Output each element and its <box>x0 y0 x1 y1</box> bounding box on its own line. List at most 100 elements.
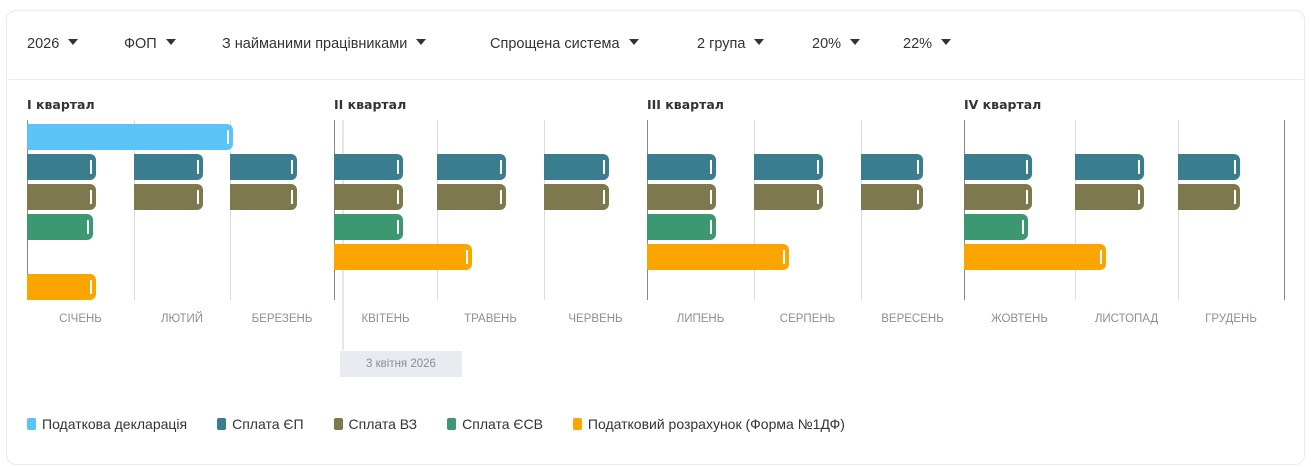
bar-end-marker <box>710 190 713 204</box>
bar-form-1df[interactable] <box>27 274 97 300</box>
month-label: ЛИСТОПАД <box>1094 313 1159 325</box>
quarter-gridline <box>334 120 335 300</box>
bar-end-marker <box>1026 160 1029 174</box>
month-label: СІЧЕНЬ <box>59 313 102 325</box>
bar-ep-payment[interactable] <box>1075 154 1144 180</box>
caret-down-icon <box>941 39 952 46</box>
bar-esv-payment[interactable] <box>334 214 403 240</box>
bar-vz-payment[interactable] <box>230 184 298 210</box>
bar-vz-payment[interactable] <box>544 184 610 210</box>
bar-declaration[interactable] <box>27 124 234 150</box>
month-gridline <box>437 120 438 300</box>
bar-ep-payment[interactable] <box>134 154 203 180</box>
legend-item[interactable]: Сплата ЄСВ <box>447 416 543 432</box>
bar-ep-payment[interactable] <box>334 154 403 180</box>
bar-end-marker <box>196 190 199 204</box>
bar-ep-payment[interactable] <box>647 154 717 180</box>
legend-item[interactable]: Сплата ЄП <box>217 416 304 432</box>
bar-ep-payment[interactable] <box>27 154 97 180</box>
bar-vz-payment[interactable] <box>1075 184 1144 210</box>
bar-ep-payment[interactable] <box>1178 154 1240 180</box>
employees-dropdown[interactable]: З найманими працівниками <box>222 36 427 52</box>
bar-vz-payment[interactable] <box>861 184 923 210</box>
esv-rate-value: 20% <box>812 36 842 52</box>
caret-down-icon <box>165 39 176 46</box>
bar-esv-payment[interactable] <box>647 214 717 240</box>
entity-type-dropdown[interactable]: ФОП <box>124 36 176 52</box>
legend-item[interactable]: Податкова декларація <box>27 416 187 432</box>
bar-end-marker <box>782 250 785 264</box>
rate-dropdown[interactable]: 22% <box>903 36 952 52</box>
bar-end-marker <box>710 220 713 234</box>
bar-vz-payment[interactable] <box>964 184 1033 210</box>
bar-end-marker <box>86 220 89 234</box>
employees-value: З найманими працівниками <box>222 36 408 52</box>
bar-end-marker <box>90 160 93 174</box>
bar-end-marker <box>90 280 93 294</box>
legend-swatch-icon <box>333 418 343 430</box>
bar-end-marker <box>396 220 399 234</box>
month-gridline <box>861 120 862 300</box>
legend-label: Сплата ЄСВ <box>462 416 543 432</box>
month-gridline <box>544 120 545 300</box>
month-gridline <box>1178 120 1179 300</box>
bar-vz-payment[interactable] <box>134 184 203 210</box>
bar-form-1df[interactable] <box>334 244 472 270</box>
caret-down-icon <box>416 39 427 46</box>
bar-end-marker <box>1022 220 1025 234</box>
bar-end-marker <box>817 190 820 204</box>
legend-item[interactable]: Сплата ВЗ <box>333 416 418 432</box>
quarter-label: II квартал <box>334 97 407 112</box>
bar-form-1df[interactable] <box>964 244 1106 270</box>
month-label: СЕРПЕНЬ <box>779 313 836 325</box>
bar-ep-payment[interactable] <box>861 154 923 180</box>
bar-ep-payment[interactable] <box>754 154 824 180</box>
year-value: 2026 <box>27 36 60 52</box>
bar-end-marker <box>1137 190 1140 204</box>
quarter-gridline <box>647 120 648 300</box>
bar-vz-payment[interactable] <box>647 184 717 210</box>
quarter-label: I квартал <box>27 97 95 112</box>
bar-vz-payment[interactable] <box>334 184 403 210</box>
year-dropdown[interactable]: 2026 <box>27 36 79 52</box>
bar-end-marker <box>500 190 503 204</box>
bar-form-1df[interactable] <box>647 244 789 270</box>
bar-ep-payment[interactable] <box>544 154 610 180</box>
legend-swatch-icon <box>572 418 582 430</box>
bar-end-marker <box>396 190 399 204</box>
tax-system-value: Спрощена система <box>490 36 620 52</box>
bar-ep-payment[interactable] <box>964 154 1033 180</box>
bar-esv-payment[interactable] <box>964 214 1029 240</box>
quarter-label: IV квартал <box>964 97 1042 112</box>
bar-vz-payment[interactable] <box>27 184 97 210</box>
month-gridline <box>230 120 231 300</box>
bar-end-marker <box>465 250 468 264</box>
month-gridline <box>134 120 135 300</box>
month-label: ТРАВЕНЬ <box>464 313 517 325</box>
today-date-tooltip: 3 квітня 2026 <box>340 351 462 377</box>
bar-ep-payment[interactable] <box>230 154 298 180</box>
legend-label: Податковий розрахунок (Форма №1ДФ) <box>587 416 845 432</box>
group-value: 2 група <box>697 36 746 52</box>
esv-rate-dropdown[interactable]: 20% <box>812 36 861 52</box>
legend-item[interactable]: Податковий розрахунок (Форма №1ДФ) <box>572 416 845 432</box>
bar-ep-payment[interactable] <box>437 154 507 180</box>
month-label: ЛИПЕНЬ <box>676 313 725 325</box>
bar-end-marker <box>196 160 199 174</box>
bar-end-marker <box>396 160 399 174</box>
legend-swatch-icon <box>27 418 36 430</box>
bar-vz-payment[interactable] <box>437 184 507 210</box>
tax-calendar-card: 2026 ФОП З найманими працівниками Спроще… <box>6 10 1305 465</box>
tax-system-dropdown[interactable]: Спрощена система <box>490 36 639 52</box>
group-dropdown[interactable]: 2 група <box>697 36 765 52</box>
bar-end-marker <box>291 160 294 174</box>
bar-end-marker <box>916 190 919 204</box>
bar-esv-payment[interactable] <box>27 214 93 240</box>
caret-down-icon <box>628 39 639 46</box>
month-label: ЛЮТИЙ <box>160 313 204 325</box>
bar-vz-payment[interactable] <box>1178 184 1240 210</box>
bar-end-marker <box>1137 160 1140 174</box>
month-gridline <box>1075 120 1076 300</box>
bar-vz-payment[interactable] <box>754 184 824 210</box>
legend-label: Сплата ВЗ <box>348 416 418 432</box>
